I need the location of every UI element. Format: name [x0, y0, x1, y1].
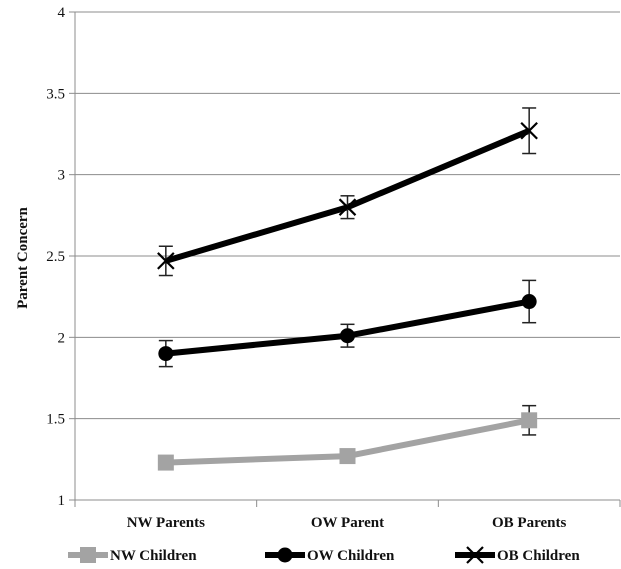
y-tick-label: 2 — [58, 330, 66, 346]
y-tick-label: 3 — [58, 168, 66, 184]
data-point-x — [520, 121, 538, 140]
data-point-circle — [158, 346, 174, 362]
y-tick-label: 1 — [58, 493, 66, 509]
legend-label: NW Children — [110, 548, 197, 564]
x-tick-label: NW Parents — [127, 515, 205, 531]
data-point-square — [157, 454, 174, 471]
x-tick-label: OW Parent — [311, 515, 384, 531]
data-point-x — [157, 252, 175, 270]
legend-swatch-marker — [277, 547, 293, 563]
data-point-square — [339, 448, 356, 465]
data-point-circle — [340, 328, 355, 344]
data-point-square — [521, 412, 538, 429]
legend-label: OB Children — [497, 548, 580, 564]
x-tick-label: OB Parents — [492, 515, 566, 531]
y-tick-label: 1.5 — [46, 412, 65, 428]
data-point-circle — [521, 294, 537, 310]
legend-swatch-marker — [80, 547, 96, 563]
y-tick-label: 2.5 — [46, 249, 65, 265]
data-point-x — [338, 198, 357, 216]
legend-swatch-marker — [466, 546, 484, 564]
legend-label: OW Children — [307, 548, 395, 564]
y-tick-label: 3.5 — [46, 86, 65, 102]
y-tick-label: 4 — [58, 5, 66, 21]
y-axis-title: Parent Concern — [15, 206, 31, 308]
